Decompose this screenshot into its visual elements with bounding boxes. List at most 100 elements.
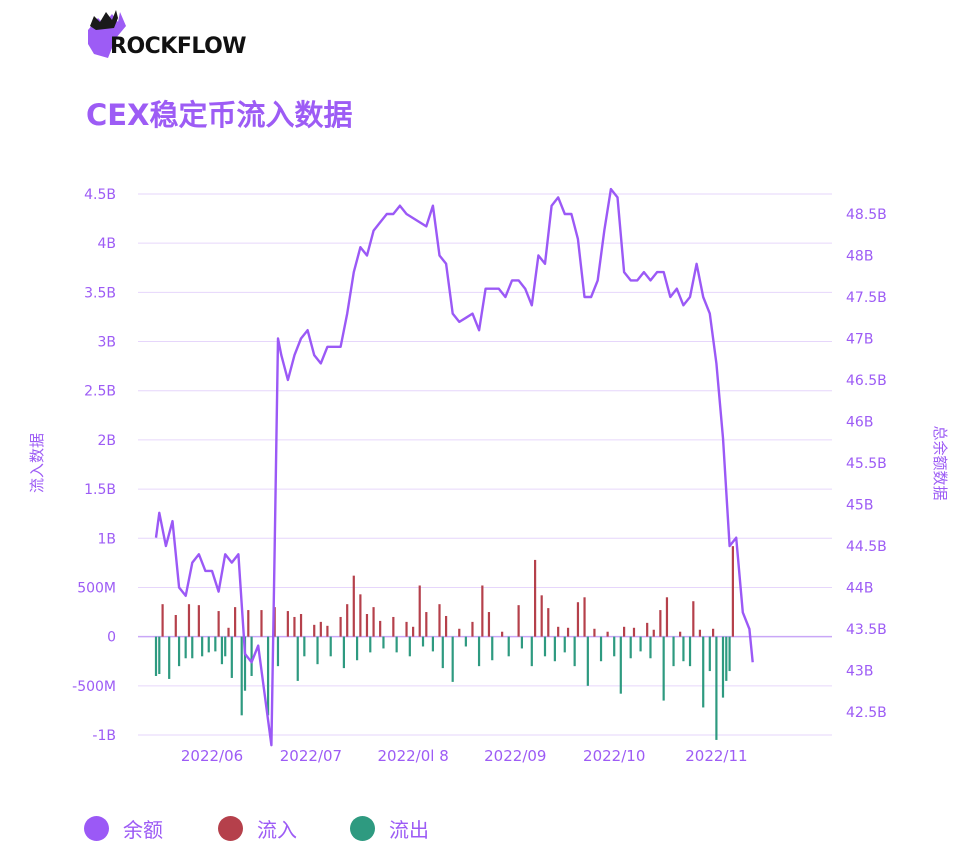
- legend-item-outflow[interactable]: 流出: [350, 813, 429, 843]
- inflow-bar: [623, 626, 626, 637]
- inflow-bar: [731, 546, 734, 637]
- y-left-tick-label: 1B: [97, 531, 116, 547]
- outflow-bar: [728, 636, 731, 672]
- outflow-bar: [715, 636, 718, 740]
- inflow-bar: [412, 626, 415, 637]
- inflow-bar: [692, 601, 695, 637]
- outflow-bar: [543, 636, 547, 657]
- outflow-bar: [477, 636, 481, 667]
- y-left-tick-label: 1.5B: [84, 482, 116, 498]
- inflow-bar: [659, 610, 662, 637]
- outflow-bar: [586, 636, 589, 686]
- rockflow-logo: [88, 10, 126, 58]
- inflow-bar: [517, 605, 520, 637]
- inflow-bar: [346, 604, 349, 637]
- inflow-bar: [487, 612, 491, 637]
- inflow-bar: [712, 628, 715, 637]
- inflow-bar: [501, 631, 504, 637]
- outflow-bar: [191, 636, 194, 659]
- outflow-bar: [207, 636, 210, 653]
- inflow-bar: [365, 614, 369, 637]
- y-right-tick-label: 47B: [846, 332, 873, 348]
- outflow-bar: [158, 636, 161, 675]
- inflow-bar: [227, 627, 230, 637]
- y-right-tick-label: 46B: [846, 415, 873, 431]
- outflow-bar: [721, 636, 725, 698]
- outflow-bar: [382, 636, 385, 649]
- inflow-bar: [547, 608, 550, 637]
- y-right-tick-label: 47.5B: [846, 290, 887, 306]
- outflow-bar: [342, 636, 345, 669]
- inflow-bar: [646, 622, 649, 637]
- inflow-bar: [392, 616, 395, 637]
- outflow-bar: [408, 636, 411, 657]
- brand-name: ROCKFLOW: [110, 34, 247, 59]
- outflow-bar: [563, 636, 566, 653]
- inflow-bar: [438, 604, 441, 637]
- inflow-bar: [679, 631, 682, 637]
- legend-item-inflow[interactable]: 流入: [218, 813, 297, 843]
- outflow-bar: [266, 636, 270, 716]
- y-right-tick-label: 48.5B: [846, 207, 887, 223]
- y-right-tick-labels: 42.5B 43B 43.5B 44B 44.5B 45B 45.5B 46B 46.5B 47B…: [846, 207, 887, 721]
- outflow-bar: [250, 636, 253, 676]
- outflow-bar: [369, 636, 372, 653]
- outflow-bar: [629, 636, 632, 659]
- x-tick-label: 2022/0l 8: [378, 747, 449, 765]
- outflow-bar: [672, 636, 675, 667]
- outflow-bar: [688, 636, 692, 667]
- chart: -1B -500M 0 500M 1B 1.5B 2B 2.5B 3B 3.5B 4B 4.5B 42…: [28, 187, 949, 765]
- inflow-bar: [260, 610, 263, 637]
- outflow-bar: [441, 636, 444, 669]
- outflow-bar: [649, 636, 652, 659]
- y-right-tick-label: 45.5B: [846, 456, 887, 472]
- inflow-bar: [471, 621, 474, 637]
- outflow-bar: [702, 636, 705, 708]
- x-tick-label: 2022/09: [484, 747, 546, 765]
- outflow-bar: [451, 636, 454, 682]
- inflow-bar: [405, 621, 408, 637]
- outflow-bar: [464, 636, 467, 647]
- inflow-bar: [161, 604, 164, 637]
- chart-title: CEX稳定币流入数据: [86, 98, 353, 132]
- outflow-bar: [220, 636, 224, 665]
- inflow-bar: [339, 616, 342, 637]
- outflow-bar: [599, 636, 603, 662]
- inflow-bar: [425, 612, 428, 637]
- outflow-bar: [214, 636, 217, 652]
- y-left-tick-label: 3B: [97, 335, 116, 351]
- x-tick-label: 2022/07: [280, 747, 342, 765]
- outflow-bar: [530, 636, 533, 667]
- y-left-tick-label: 2.5B: [84, 384, 116, 400]
- outflow-bar: [431, 636, 435, 652]
- outflow-bar: [421, 636, 425, 647]
- outflow-bar: [154, 636, 158, 676]
- y-left-tick-label: 4.5B: [84, 187, 116, 203]
- inflow-bar: [293, 616, 296, 637]
- inflow-bar: [352, 575, 355, 637]
- inflow-bar: [359, 594, 362, 637]
- y-left-tick-label: -1B: [92, 728, 116, 744]
- inflow-bar: [418, 585, 421, 637]
- inflow-bars: [161, 546, 734, 637]
- inflow-bar: [593, 628, 596, 637]
- outflow-bar: [303, 636, 306, 657]
- inflow-bar: [583, 597, 586, 637]
- x-tick-label: 2022/11: [685, 747, 747, 765]
- outflow-bar: [355, 636, 359, 661]
- inflow-bar: [458, 628, 461, 637]
- outflow-bars: [154, 636, 731, 740]
- inflow-bar: [606, 631, 609, 637]
- legend-item-balance[interactable]: 余额: [84, 813, 163, 843]
- inflow-bar: [234, 607, 237, 637]
- outflow-bar: [507, 636, 510, 657]
- inflow-bar: [326, 625, 329, 637]
- legend-label: 流出: [389, 817, 429, 842]
- legend-label: 余额: [123, 817, 163, 842]
- inflow-bar: [379, 620, 382, 637]
- y-right-tick-label: 45B: [846, 498, 873, 514]
- inflow-bar: [286, 611, 289, 637]
- inflow-bar: [632, 627, 636, 637]
- inflow-bar: [481, 585, 484, 637]
- outflow-bar: [276, 636, 280, 667]
